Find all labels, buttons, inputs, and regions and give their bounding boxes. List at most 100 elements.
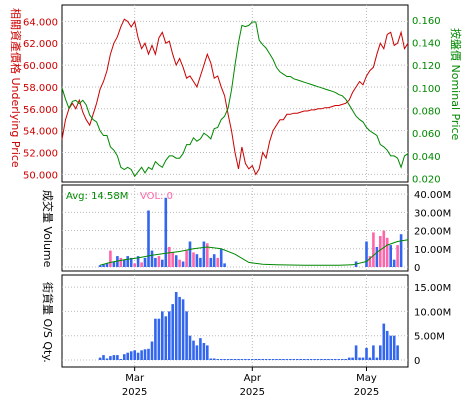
os-bar: [285, 359, 289, 360]
os-bar: [199, 338, 202, 360]
volume-bar: [202, 241, 206, 267]
volume-bar: [379, 236, 382, 267]
volume-bar: [178, 259, 181, 267]
os-bar: [233, 359, 237, 360]
os-tick-label: 10.00M: [414, 307, 451, 318]
os-bar: [216, 359, 219, 360]
os-bar: [192, 340, 195, 360]
volume-bar: [157, 256, 161, 267]
nominal-tick-label: 0.080: [412, 107, 441, 118]
os-bar: [282, 359, 285, 360]
os-bar: [185, 311, 188, 360]
underlying-tick-label: 50.000: [23, 170, 58, 181]
volume-bar: [150, 250, 154, 267]
os-bar: [361, 357, 365, 360]
os-bar: [129, 351, 133, 360]
os-bar: [109, 356, 112, 360]
os-bar: [323, 359, 327, 360]
os-bar: [223, 359, 226, 360]
os-bar: [396, 345, 399, 360]
volume-bar: [365, 241, 368, 267]
os-bar: [271, 359, 275, 360]
os-bar: [116, 355, 119, 360]
volume-tick-label: 20.00M: [414, 227, 451, 238]
nominal-tick-label: 0.020: [412, 175, 441, 186]
underlying-price-line: [61, 18, 409, 176]
os-axis-title: 街貨量 O/S Qty.: [41, 282, 55, 363]
underlying-tick-label: 60.000: [23, 61, 58, 72]
x-axis: Mar 2025 Apr 2025 May 2025: [122, 367, 379, 398]
os-bar: [344, 359, 347, 360]
volume-bar: [174, 255, 178, 267]
volume-bar: [123, 259, 126, 267]
os-bar: [244, 359, 247, 360]
os-bar: [299, 359, 302, 360]
os-bar: [251, 359, 254, 360]
volume-bar: [192, 252, 195, 267]
os-bar: [365, 347, 368, 360]
volume-bar: [212, 254, 216, 267]
os-bar: [254, 359, 258, 360]
os-bar: [379, 345, 382, 360]
os-bar: [105, 358, 109, 360]
volume-bar: [105, 263, 109, 267]
volume-bars: [98, 197, 403, 267]
volume-bar: [147, 210, 150, 267]
os-panel: 0 5.00M 10.00M 15.00M: [61, 274, 451, 368]
os-bar: [296, 359, 299, 360]
volume-axis-title: 成交量 Volume: [41, 190, 55, 268]
os-bar: [382, 323, 386, 360]
os-bar: [237, 359, 240, 360]
volume-bar: [188, 241, 192, 267]
volume-bar: [399, 234, 403, 267]
os-bar: [202, 343, 206, 360]
underlying-tick-label: 54.000: [23, 127, 58, 138]
os-bar: [188, 335, 192, 360]
x-tick-year: 2025: [240, 387, 265, 398]
os-tick-label: 5.00M: [414, 332, 445, 343]
volume-bar: [392, 259, 396, 267]
os-bar: [334, 359, 337, 360]
os-bar: [347, 357, 351, 360]
volume-bar: [372, 232, 375, 267]
price-grid: [62, 5, 408, 182]
os-bar: [161, 311, 164, 360]
os-bar: [292, 359, 296, 360]
os-bar: [306, 359, 309, 360]
volume-bar: [368, 256, 372, 267]
os-bar: [195, 345, 199, 360]
volume-bar: [161, 259, 164, 267]
os-bar: [178, 296, 181, 360]
os-bar: [212, 358, 216, 360]
price-left-axis: 50.000 52.000 54.000 56.000 58.000 60.000 62.0…: [23, 17, 58, 181]
underlying-axis-title: 相關資產價格 Underlying Price: [9, 8, 23, 168]
os-bar: [171, 304, 174, 360]
os-bar: [358, 357, 361, 360]
os-bar: [268, 359, 271, 360]
os-bar: [140, 350, 143, 360]
os-bar: [375, 357, 379, 360]
os-bar: [389, 335, 392, 360]
volume-bar: [396, 245, 399, 267]
nominal-tick-label: 0.060: [412, 129, 441, 140]
volume-bar: [185, 250, 188, 267]
volume-bar: [133, 263, 136, 267]
underlying-tick-label: 56.000: [23, 105, 58, 116]
volume-bar: [389, 245, 392, 267]
os-tick-label: 15.00M: [414, 283, 451, 294]
x-tick-year: 2025: [354, 387, 379, 398]
volume-bar: [129, 257, 133, 267]
os-bar: [368, 357, 372, 360]
volume-avg-label: Avg: 14.58M: [66, 191, 128, 202]
volume-bar: [154, 257, 157, 267]
os-bar: [157, 318, 161, 360]
os-bar: [230, 359, 233, 360]
os-bar: [354, 345, 358, 360]
volume-panel-frame: [61, 184, 409, 272]
os-bar: [278, 359, 282, 360]
os-bar: [102, 355, 105, 360]
os-bar: [112, 355, 116, 360]
os-bar: [98, 357, 102, 360]
volume-bar: [143, 257, 147, 267]
